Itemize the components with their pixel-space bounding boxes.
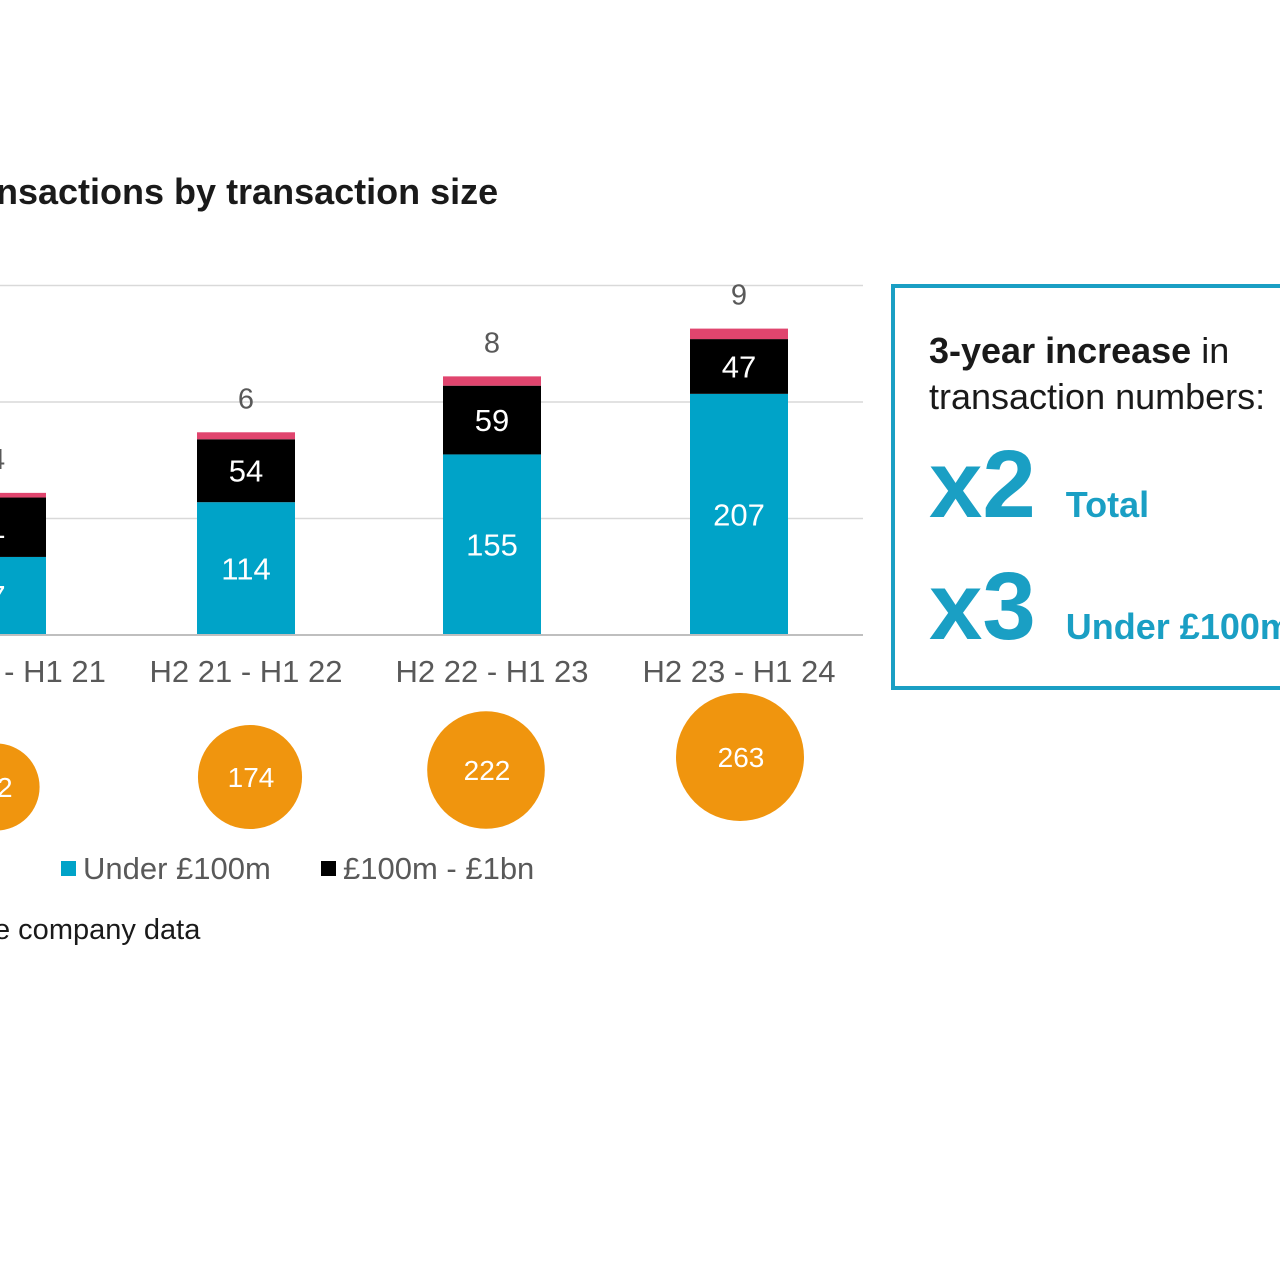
legend-swatch-0 (61, 861, 76, 876)
bar-seg-0-3 (690, 393, 788, 635)
bar-label-1-2: 59 (475, 403, 509, 438)
bar-top-label-3: 9 (731, 280, 747, 312)
total-label-3: 263 (718, 742, 765, 773)
x-tick-label-0: - H1 21 (4, 654, 106, 689)
bar-top-label-1: 6 (238, 383, 254, 415)
bar-label-1-1: 54 (229, 454, 263, 489)
stat-under-100m-label: Under £100m (1065, 606, 1280, 647)
bar-seg-2-2 (443, 376, 541, 386)
bar-seg-2-0 (0, 492, 46, 498)
stat-under-100m: x3 Under £100m (929, 552, 1280, 662)
callout-box: 3-year increase in transaction numbers: … (891, 284, 1280, 690)
x-tick-label-2: H2 22 - H1 23 (396, 654, 589, 689)
x-tick-label-3: H2 23 - H1 24 (643, 654, 836, 689)
bar-seg-2-3 (690, 328, 788, 340)
total-bubble-3 (676, 693, 804, 821)
total-label-0: 22 (0, 772, 13, 803)
legend-label-1: £100m - £1bn (343, 851, 534, 886)
bar-label-1-0: 1 (0, 510, 6, 545)
bar-seg-1-1 (197, 439, 295, 503)
bar-label-1-3: 47 (722, 349, 756, 384)
bar-seg-0-1 (197, 502, 295, 635)
x-axis-ticks: - H1 21 H2 21 - H1 22 H2 22 - H1 23 H2 23 -… (4, 654, 835, 689)
total-label-2: 222 (464, 755, 511, 786)
bar-top-label-0: 4 (0, 444, 5, 476)
legend-label-0: Under £100m (83, 851, 271, 886)
stat-total-label: Total (1065, 484, 1150, 525)
bar-label-0-3: 207 (713, 497, 765, 532)
total-bubble-0 (0, 743, 40, 831)
bar-seg-0-2 (443, 454, 541, 635)
stat-total: x2 Total (929, 430, 1149, 540)
total-bubble-2 (427, 711, 545, 829)
callout-heading-bold: 3-year increase (929, 330, 1192, 371)
bars: 7 1 4 114 54 6 155 59 8 207 47 9 (0, 280, 788, 635)
bar-seg-1-3 (690, 339, 788, 394)
total-label-1: 174 (228, 762, 275, 793)
callout-heading-rest: in transaction numbers: (929, 330, 1266, 417)
bar-seg-1-0 (0, 497, 46, 557)
total-bubbles: 22 174 222 263 (0, 693, 804, 831)
bar-top-label-2: 8 (484, 327, 500, 359)
bar-seg-2-1 (197, 432, 295, 440)
bar-seg-1-2 (443, 385, 541, 455)
x-tick-label-1: H2 21 - H1 22 (150, 654, 343, 689)
source-note: e company data (0, 914, 201, 946)
chart-title: nsactions by transaction size (0, 171, 498, 212)
total-bubble-1 (197, 724, 303, 830)
chart: nsactions by transaction size 7 1 4 114 54 6 1… (0, 171, 863, 946)
bar-label-0-0: 7 (0, 579, 6, 614)
legend: Under £100m £100m - £1bn (61, 851, 534, 886)
legend-swatch-1 (321, 861, 336, 876)
stat-total-multiplier: x2 (929, 431, 1036, 538)
bar-seg-0-0 (0, 556, 46, 635)
stat-under-100m-multiplier: x3 (929, 553, 1036, 660)
callout-heading: 3-year increase in transaction numbers: (929, 328, 1280, 420)
bar-label-0-2: 155 (466, 528, 518, 563)
bar-label-0-1: 114 (221, 552, 270, 587)
